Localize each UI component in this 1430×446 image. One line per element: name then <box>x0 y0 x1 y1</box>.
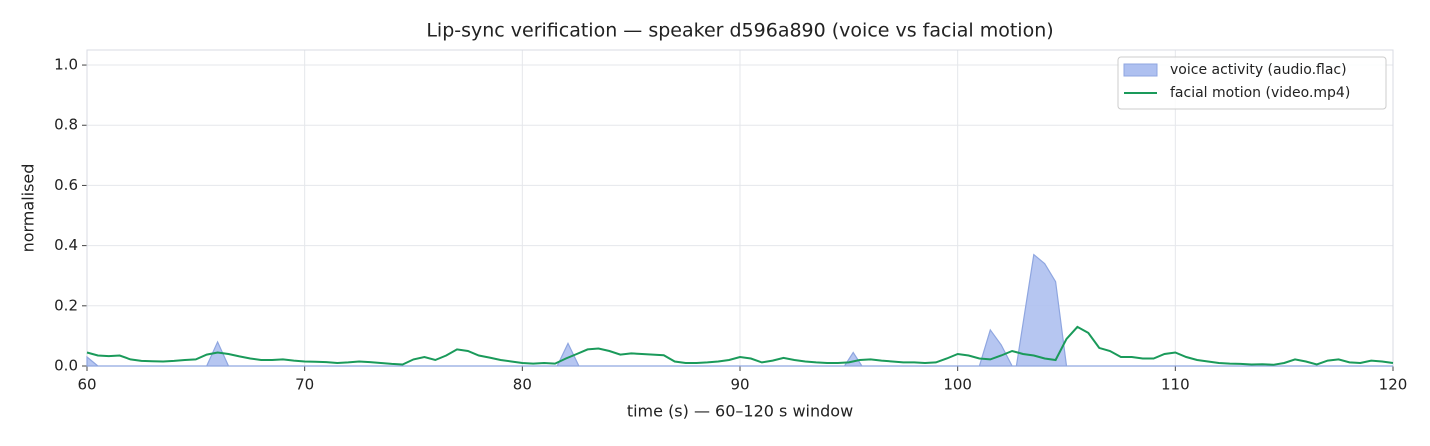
line <box>86 325 1394 366</box>
legend-box <box>1117 56 1387 110</box>
x-axis-label: time (s) — 60–120 s window <box>627 402 853 421</box>
legend-swatch <box>1123 63 1158 77</box>
x-tick-label: 120 <box>1379 376 1408 394</box>
x-tick-label: 60 <box>77 376 96 394</box>
x-tick-label: 90 <box>730 376 749 394</box>
y-tick-label: 1.0 <box>54 56 78 74</box>
y-tick-label: 0.8 <box>54 116 78 134</box>
y-tick-label: 0.2 <box>54 296 78 314</box>
x-tick-label: 100 <box>943 376 972 394</box>
x-tick-label: 110 <box>1161 376 1190 394</box>
area <box>86 253 1393 367</box>
y-tick-label: 0.6 <box>54 176 78 194</box>
y-tick-label: 0.0 <box>54 357 78 375</box>
x-tick-label: 80 <box>513 376 532 394</box>
x-tick-label: 70 <box>295 376 314 394</box>
chart-title: Lip-sync verification — speaker d596a890… <box>426 20 1053 42</box>
y-tick-label: 0.4 <box>54 236 78 254</box>
y-axis-label: normalised <box>19 164 38 253</box>
legend-label: facial motion (video.mp4) <box>1170 85 1350 101</box>
legend-label: voice activity (audio.flac) <box>1170 62 1347 78</box>
